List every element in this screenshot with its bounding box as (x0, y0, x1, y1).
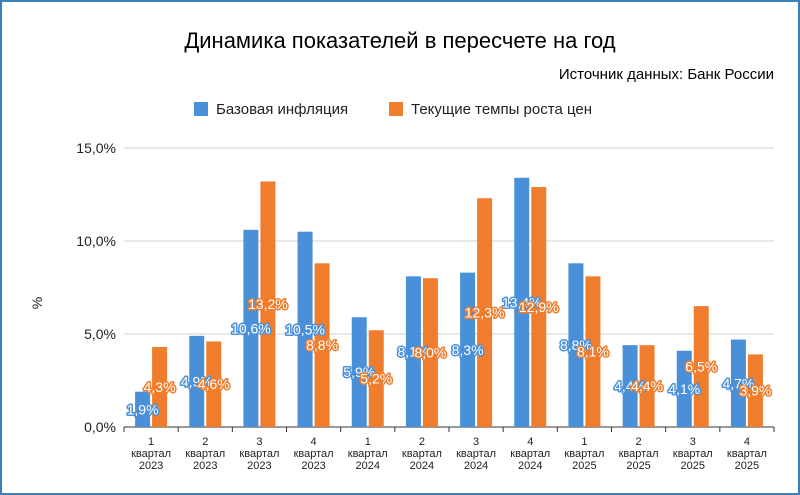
data-label-current-price-growth: 8,0% (414, 345, 446, 361)
data-label-base-inflation: 8,1% (397, 344, 429, 360)
bar-base-inflation (622, 345, 638, 427)
y-tick-label: 10,0% (76, 233, 116, 249)
x-tick-label: 2 квартал 2023 (185, 436, 225, 472)
data-label-current-price-growth: 4,6% (198, 376, 230, 392)
x-tick-label: 1 квартал 2024 (348, 436, 388, 472)
x-axis-ticks: 1 квартал 2023 2 квартал 2023 3 квартал 2023 4 ква… (123, 427, 775, 472)
data-label-current-price-growth: 8,8% (306, 337, 338, 353)
bar-current-price-growth (639, 345, 655, 427)
bar-base-inflation (189, 335, 205, 427)
data-label-current-price-growth: 4,4% (631, 378, 663, 394)
data-labels: 1,9% 4,9% 10,6% 10,5% 5,9% 8,1% 8,3% 13,4% 8,8% 4… (125, 293, 773, 419)
data-label-base-inflation: 4,7% (722, 375, 754, 391)
data-label-base-inflation: 10,6% (231, 320, 271, 336)
data-label-current-price-growth: 6,5% (685, 359, 717, 375)
bar-base-inflation (514, 177, 530, 427)
data-label-current-price-growth: 12,3% (465, 305, 505, 321)
data-label-current-price-growth: 3,9% (739, 383, 771, 399)
data-label-base-inflation: 4,1% (668, 381, 700, 397)
x-tick-label: 3 квартал 2024 (456, 436, 496, 472)
bar-base-inflation (730, 339, 746, 427)
legend-label-current: Текущие темпы роста цен (411, 101, 592, 118)
bar-current-price-growth (368, 330, 384, 427)
chart-title: Динамика показателей в пересчете на год (184, 28, 615, 53)
chart-source: Источник данных: Банк России (559, 66, 774, 83)
y-axis-ticks: 0,0% 5,0% 10,0% 15,0% (76, 140, 116, 435)
data-label-base-inflation: 8,8% (560, 337, 592, 353)
x-tick-label: 3 квартал 2025 (673, 436, 713, 472)
data-label-current-price-growth: 12,9% (519, 299, 559, 315)
bar-current-price-growth (152, 347, 168, 427)
bar-base-inflation (297, 231, 313, 427)
data-label-current-price-growth: 4,3% (144, 379, 176, 395)
bar-base-inflation (351, 317, 367, 427)
x-tick-label: 2 квартал 2024 (402, 436, 442, 472)
bar-current-price-growth (585, 276, 601, 427)
bar-current-price-growth (206, 341, 222, 427)
legend-label-base: Базовая инфляция (216, 101, 348, 118)
data-label-base-inflation: 4,4% (614, 378, 646, 394)
x-tick-label: 1 квартал 2023 (131, 436, 171, 472)
data-label-base-inflation: 13,4% (502, 294, 542, 310)
bar-base-inflation (568, 263, 584, 427)
bar-current-price-growth (314, 263, 330, 427)
bar-current-price-growth (422, 278, 438, 427)
bars (135, 177, 763, 427)
data-label-current-price-growth: 8,1% (577, 344, 609, 360)
bar-current-price-growth (747, 354, 763, 427)
bar-base-inflation (243, 229, 259, 427)
data-label-base-inflation: 5,9% (343, 364, 375, 380)
x-tick-label: 2 квартал 2025 (619, 436, 659, 472)
data-label-current-price-growth: 13,2% (248, 296, 288, 312)
x-tick-label: 4 квартал 2025 (727, 436, 767, 472)
x-tick-label: 3 квартал 2023 (239, 436, 279, 472)
data-label-current-price-growth: 5,2% (360, 371, 392, 387)
data-label-base-inflation: 8,3% (452, 342, 484, 358)
y-axis-label: % (29, 297, 45, 309)
bar-current-price-growth (260, 181, 276, 427)
x-tick-label: 1 квартал 2025 (564, 436, 604, 472)
data-label-base-inflation: 10,5% (285, 321, 325, 337)
legend: Базовая инфляция Текущие темпы роста цен (194, 101, 592, 118)
data-label-base-inflation: 4,9% (181, 373, 213, 389)
bar-current-price-growth (477, 198, 493, 427)
bar-base-inflation (676, 350, 692, 427)
x-tick-label: 4 квартал 2023 (294, 436, 334, 472)
bar-base-inflation (405, 276, 421, 427)
bar-base-inflation (460, 272, 476, 427)
bar-base-inflation (135, 391, 151, 427)
y-tick-label: 5,0% (84, 326, 116, 342)
y-tick-label: 0,0% (84, 419, 116, 435)
data-label-base-inflation: 1,9% (127, 401, 159, 417)
y-tick-label: 15,0% (76, 140, 116, 156)
bar-current-price-growth (531, 187, 547, 427)
legend-swatch-base (194, 102, 208, 116)
legend-swatch-current (389, 102, 403, 116)
x-tick-label: 4 квартал 2024 (510, 436, 550, 472)
bar-current-price-growth (693, 306, 709, 427)
